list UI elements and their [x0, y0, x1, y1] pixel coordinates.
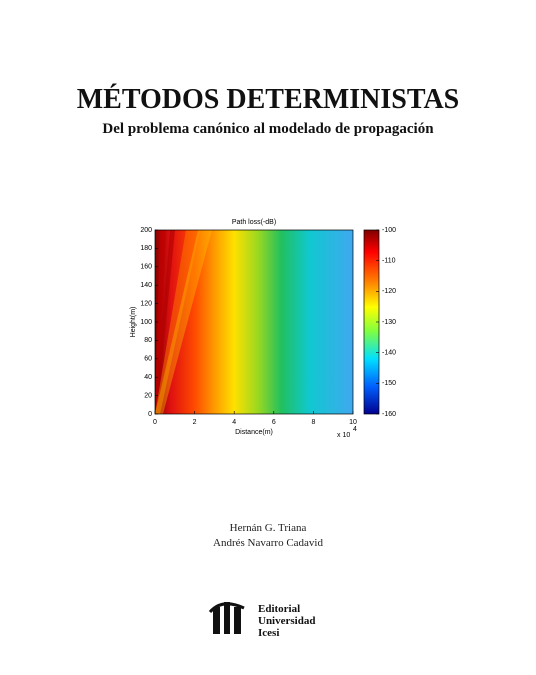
subtitle: Del problema canónico al modelado de pro… — [102, 121, 434, 137]
y-tick-label: 40 — [144, 374, 152, 381]
y-tick-label: 200 — [140, 227, 152, 234]
heatmap-streak — [155, 230, 200, 414]
author: Hernán G. Triana — [230, 522, 307, 534]
heatmap-streak — [155, 230, 212, 414]
heatmap-streak — [155, 230, 166, 414]
x-tick-label: 2 — [193, 419, 197, 426]
y-tick-label: 160 — [140, 264, 152, 271]
chart-title: Path loss(-dB) — [232, 219, 276, 226]
logo-bar — [234, 607, 241, 634]
x-multiplier: x 10 — [337, 432, 350, 439]
heatmap — [155, 230, 353, 414]
y-tick-label: 0 — [148, 411, 152, 418]
colorbar-tick-label: -160 — [382, 411, 396, 418]
y-tick-label: 120 — [140, 300, 152, 307]
y-tick-label: 140 — [140, 282, 152, 289]
colorbar-tick-label: -120 — [382, 288, 396, 295]
publisher: Universidad — [258, 615, 315, 627]
publisher: Icesi — [258, 627, 279, 639]
publisher: Editorial — [258, 603, 300, 615]
colorbar-tick-label: -130 — [382, 319, 396, 326]
y-label: Height(m) — [130, 307, 137, 338]
y-tick-label: 100 — [140, 319, 152, 326]
x-multiplier-exponent: 4 — [353, 426, 357, 433]
publisher-logo — [208, 602, 245, 634]
logo-bar — [224, 602, 230, 634]
chart: Path loss(-dB) Distance(m) Height(m) x 1… — [130, 219, 396, 439]
x-tick-label: 4 — [232, 419, 236, 426]
colorbar-tick-label: -100 — [382, 227, 396, 234]
heatmap-streak — [155, 230, 175, 414]
y-tick-label: 180 — [140, 245, 152, 252]
x-tick-label: 6 — [272, 419, 276, 426]
title: MÉTODOS DETERMINISTAS — [77, 84, 460, 115]
y-tick-label: 20 — [144, 392, 152, 399]
y-tick-label: 80 — [144, 337, 152, 344]
x-tick-label: 0 — [153, 419, 157, 426]
logo-bar — [213, 607, 220, 634]
colorbar-tick-label: -140 — [382, 350, 396, 357]
logo-arc — [208, 602, 245, 614]
x-tick-label: 10 — [349, 419, 357, 426]
colorbar-tick-label: -110 — [382, 258, 396, 265]
colorbar-tick-label: -150 — [382, 380, 396, 387]
author: Andrés Navarro Cadavid — [213, 537, 323, 549]
x-tick-label: 8 — [311, 419, 315, 426]
y-tick-label: 60 — [144, 356, 152, 363]
x-label: Distance(m) — [235, 429, 273, 436]
